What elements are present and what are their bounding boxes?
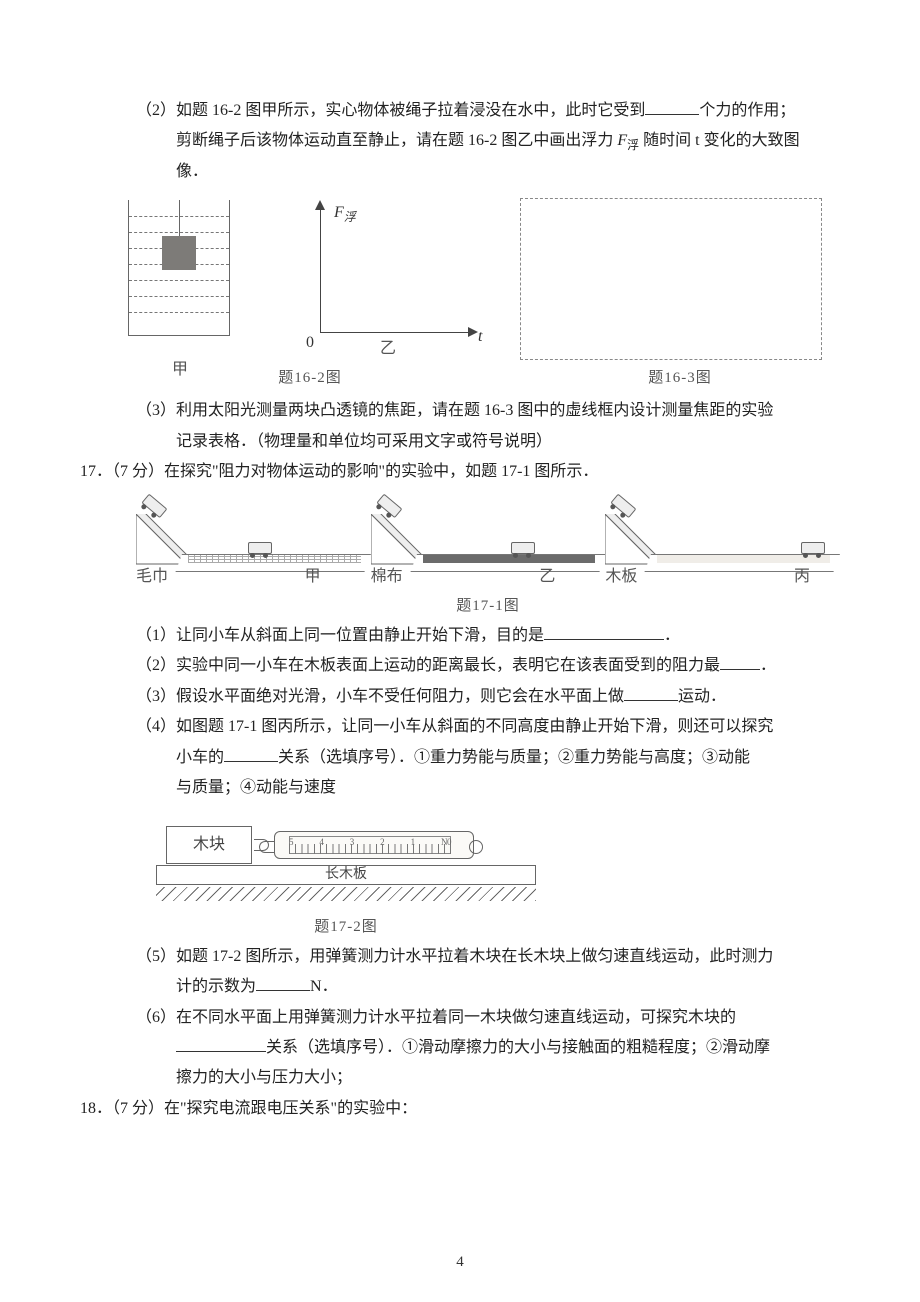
ramp-wood: 木板 丙 xyxy=(605,495,840,590)
axis-y-label: F浮 xyxy=(334,198,356,229)
long-board: 长木板 xyxy=(156,865,536,885)
fig17-2-caption: 题17-2图 xyxy=(156,913,536,942)
blank xyxy=(720,653,760,670)
spring-scale: 5 4 3 2 1 N0 xyxy=(274,831,474,859)
q17-p6b: 关系（选填序号）．①滑动摩擦力的大小与接触面的粗糙程度；②滑动摩 xyxy=(176,1033,840,1063)
q16-p2b-suffix: 随时间 t 变化的大致图 xyxy=(639,132,799,149)
q16-p2c: 像． xyxy=(176,157,840,187)
ground-hatch xyxy=(156,887,536,901)
q17-p4b: 小车的关系（选填序号）．①重力势能与质量；②重力势能与高度；③动能 xyxy=(176,743,840,773)
q17-p2: （2）实验中同一小车在木板表面上运动的距离最长，表明它在该表面受到的阻力最． xyxy=(136,651,840,681)
ramp-towel-right: 甲 xyxy=(305,562,321,592)
ramp-towel-left: 毛巾 xyxy=(136,562,168,592)
ramp-cloth: 棉布 乙 xyxy=(371,495,606,590)
fig-16-row: 甲 F浮 0 乙 t xyxy=(120,198,840,360)
q16-p2b: 剪断绳子后该物体运动直至静止，请在题 16-2 图乙中画出浮力 F浮 随时间 t… xyxy=(176,126,840,157)
q17-p4a: （4）如图题 17-1 图丙所示，让同一小车从斜面的不同高度由静止开始下滑，则还… xyxy=(136,712,840,742)
submerged-block xyxy=(162,236,196,270)
fig16-2-jia: 甲 xyxy=(120,200,240,360)
ramp-wood-left: 木板 xyxy=(605,562,637,592)
q17-p5a: （5）如题 17-2 图所示，用弹簧测力计水平拉着木块在长木块上做匀速直线运动，… xyxy=(136,942,840,972)
origin-label: 0 xyxy=(306,328,314,358)
q17-p6a: （6）在不同水平面上用弹簧测力计水平拉着同一木块做匀速直线运动，可探究木块的 xyxy=(136,1003,840,1033)
q16-p3a: （3）利用太阳光测量两块凸透镜的焦距，请在题 16-3 图中的虚线框内设计测量焦… xyxy=(136,396,840,426)
blank xyxy=(544,623,664,640)
q16-p2: （2）如题 16-2 图甲所示，实心物体被绳子拉着浸没在水中，此时它受到 个力的作… xyxy=(136,96,840,126)
blank xyxy=(256,974,310,991)
ramp-towel: 毛巾 甲 xyxy=(136,495,371,590)
q17-p6c: 擦力的大小与压力大小； xyxy=(176,1063,840,1093)
fig16-3-caption: 题16-3图 xyxy=(520,364,840,393)
q16-p3b: 记录表格．（物理量和单位均可采用文字或符号说明） xyxy=(176,427,840,457)
fig16-3-box xyxy=(520,198,822,360)
blank xyxy=(624,684,678,701)
q18-header: 18．（7 分）在"探究电流跟电压关系"的实验中： xyxy=(80,1094,840,1124)
page-number: 4 xyxy=(0,1248,920,1277)
var-F-sub: 浮 xyxy=(627,139,639,153)
q17-p5b: 计的示数为N． xyxy=(176,972,840,1002)
axis-x-label: t xyxy=(478,322,482,352)
label-jia: 甲 xyxy=(120,355,240,385)
q17-header: 17．（7 分）在探究"阻力对物体运动的影响"的实验中，如题 17-1 图所示． xyxy=(80,457,840,487)
fig17-1-row: 毛巾 甲 棉布 乙 xyxy=(136,495,840,590)
var-F: F xyxy=(617,132,627,149)
label-yi: 乙 xyxy=(380,334,396,364)
q17-p1: （1）让同小车从斜面上同一位置由静止开始下滑，目的是． xyxy=(136,621,840,651)
ramp-cloth-left: 棉布 xyxy=(371,562,403,592)
q16-p2b-prefix: 剪断绳子后该物体运动直至静止，请在题 16-2 图乙中画出浮力 xyxy=(176,132,617,149)
fig17-2: 长木板 木块 5 4 3 2 1 N0 xyxy=(156,811,536,911)
ramp-wood-right: 丙 xyxy=(794,562,810,592)
q16-p2-prefix: （2）如题 16-2 图甲所示，实心物体被绳子拉着浸没在水中，此时它受到 xyxy=(136,102,645,119)
q17-p3: （3）假设水平面绝对光滑，小车不受任何阻力，则它会在水平面上做运动． xyxy=(136,682,840,712)
q17-p4c: 与质量；④动能与速度 xyxy=(176,773,840,803)
fig16-2-yi: F浮 0 乙 t xyxy=(280,200,500,360)
blank xyxy=(645,98,699,115)
rope xyxy=(179,200,180,236)
q16-p2-suffix: 个力的作用； xyxy=(699,102,795,119)
fig17-1-caption: 题17-1图 xyxy=(136,592,840,621)
blank xyxy=(176,1035,266,1052)
ramp-cloth-right: 乙 xyxy=(539,562,555,592)
blank xyxy=(224,745,278,762)
wood-block: 木块 xyxy=(166,826,252,864)
water-tank xyxy=(128,200,230,336)
